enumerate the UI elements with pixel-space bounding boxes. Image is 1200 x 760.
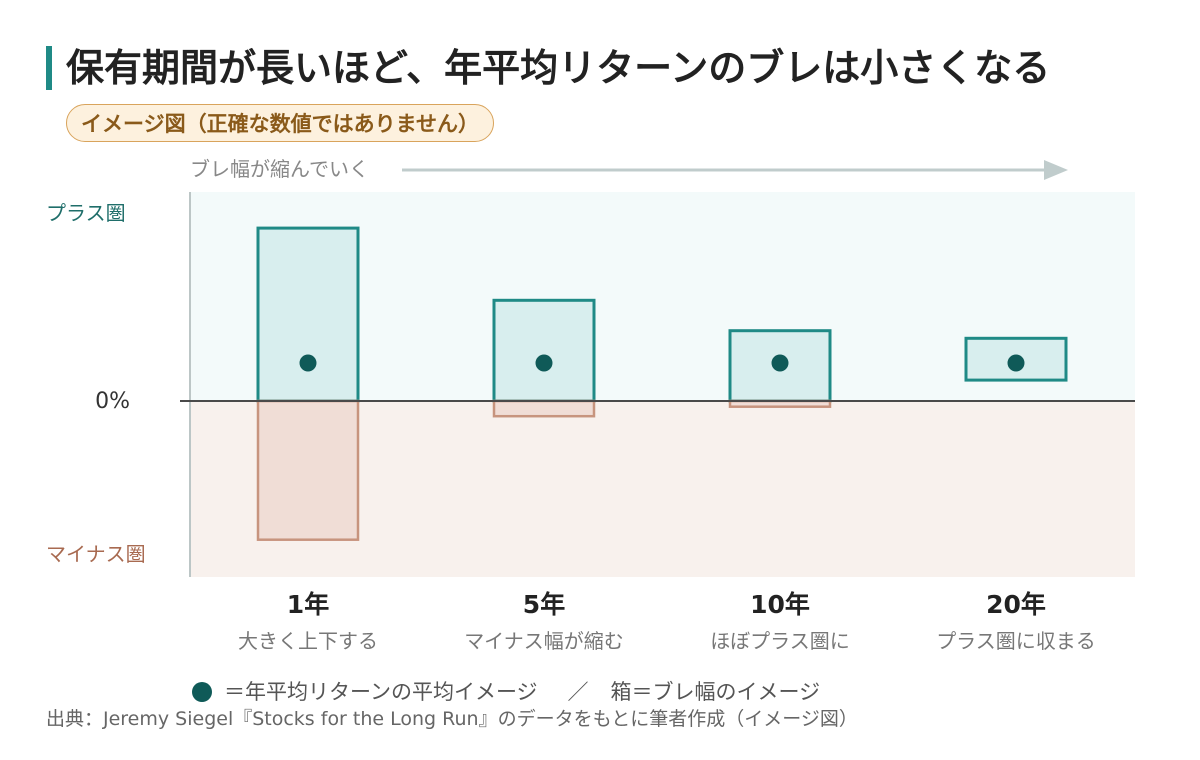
legend: ＝年平均リターンの平均イメージ ／ 箱＝ブレ幅のイメージ <box>192 678 820 706</box>
positive-range-box <box>492 298 596 403</box>
mean-dot <box>299 354 317 372</box>
category-sublabel: プラス圏に収まる <box>936 629 1096 653</box>
category-sublabel: 大きく上下する <box>238 629 378 653</box>
image-disclaimer-badge: イメージ図（正確な数値ではありません） <box>66 104 494 142</box>
source-note: 出典：Jeremy Siegel『Stocks for the Long Run… <box>46 708 858 730</box>
trend-label: ブレ幅が縮んでいく <box>190 157 369 181</box>
category-sublabel: ほぼプラス圏に <box>710 629 850 653</box>
positive-zone-label: プラス圏 <box>46 201 126 225</box>
positive-range-box <box>256 226 360 403</box>
negative-range-box <box>492 399 596 418</box>
zero-tick-label: 0% <box>95 389 130 414</box>
legend-mean-text: ＝年平均リターンの平均イメージ <box>224 680 538 704</box>
category-label: 1年 <box>287 590 329 619</box>
category-sublabel: マイナス幅が縮む <box>464 629 624 653</box>
negative-zone-label: マイナス圏 <box>46 542 146 566</box>
category-label: 20年 <box>986 590 1046 619</box>
legend-box-text: 箱＝ブレ幅のイメージ <box>610 680 821 704</box>
category-label: 10年 <box>750 590 810 619</box>
category-label: 5年 <box>523 590 565 619</box>
legend-mean-dot-icon <box>192 682 212 702</box>
mean-dot <box>535 354 553 372</box>
trend-arrow-head-icon <box>1044 160 1068 180</box>
mean-dot <box>1007 354 1025 372</box>
mean-dot <box>771 354 789 372</box>
chart-title: 保有期間が長いほど、年平均リターンのブレは小さくなる <box>46 46 1050 90</box>
legend-separator: ／ <box>567 680 589 704</box>
negative-range-box <box>256 399 360 541</box>
